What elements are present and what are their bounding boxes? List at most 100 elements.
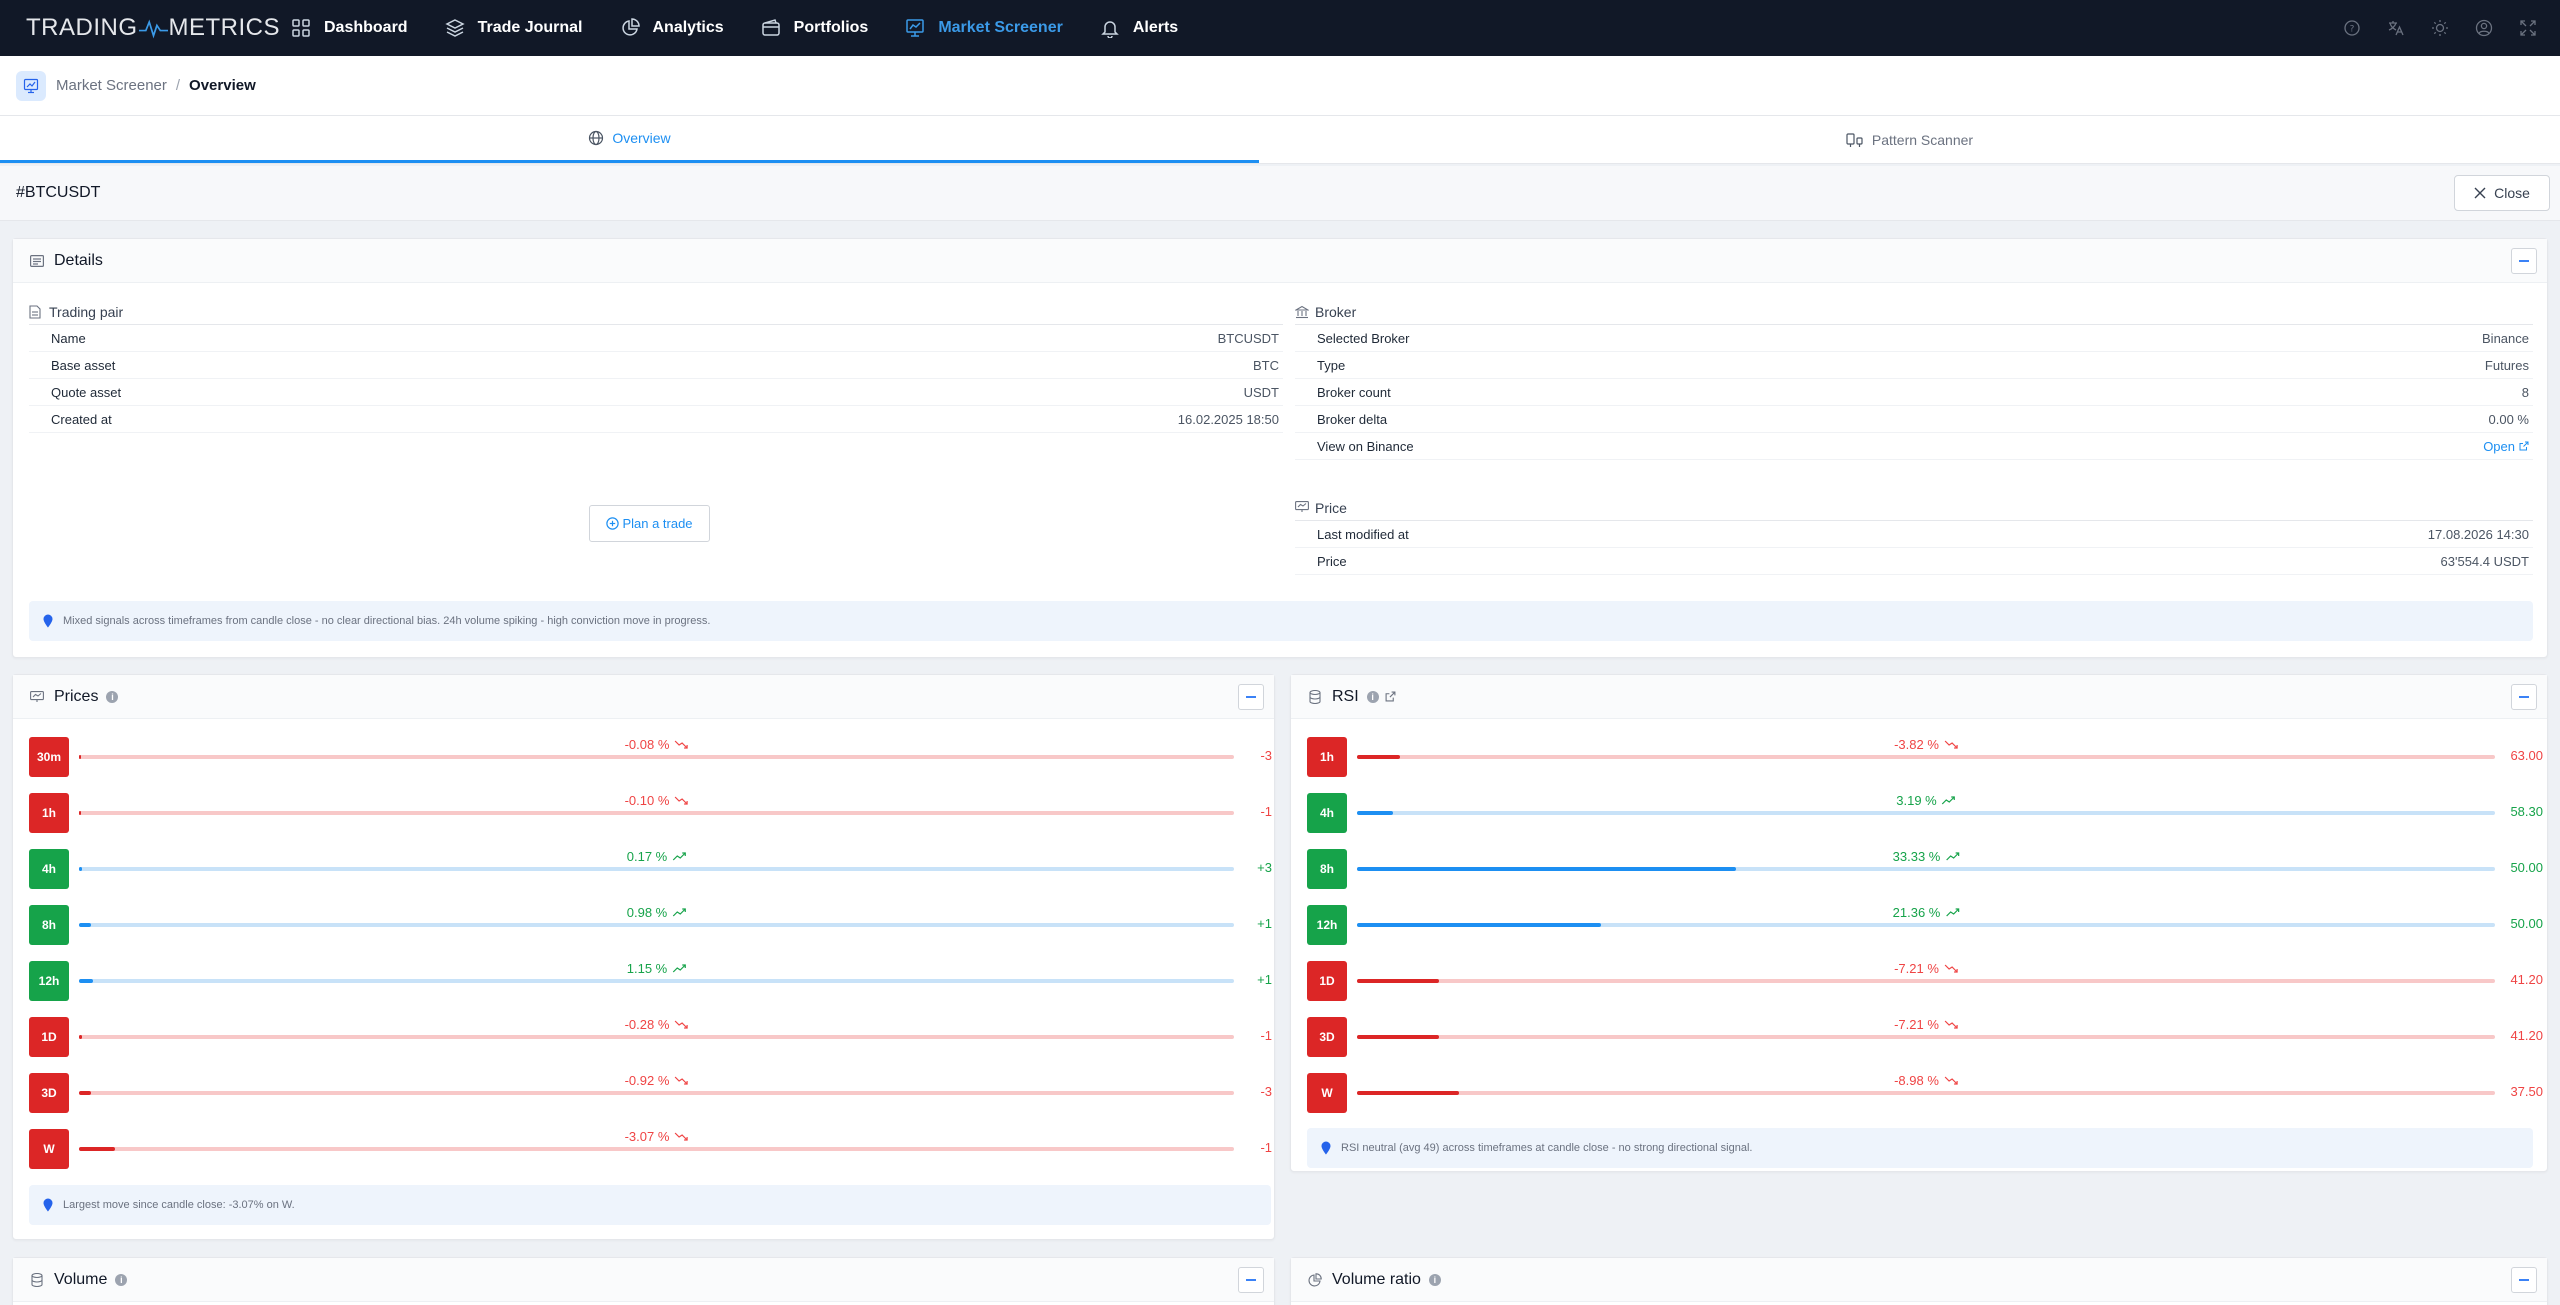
collapse-rsi-button[interactable] (2511, 684, 2537, 710)
tab-pattern-scanner[interactable]: Pattern Scanner (1259, 116, 2560, 163)
price-change-row: 8h 0.98 % +1 (29, 905, 1272, 945)
kv-key: Quote asset (51, 384, 122, 400)
rsi-rows: 1h -3.82 % 63.00 4h 3.19 % 58.30 8h 33.33 % 50.0… (1307, 737, 2543, 1157)
nav-label: Alerts (1132, 19, 1179, 36)
translate-icon[interactable] (2386, 18, 2406, 38)
close-button[interactable]: Close (2454, 175, 2550, 211)
minus-icon (2519, 696, 2529, 698)
collapse-volume-ratio-button[interactable] (2511, 1267, 2537, 1293)
minus-icon (1246, 1279, 1256, 1281)
nav-label: Analytics (652, 19, 724, 36)
row-value: 58.30 (2510, 804, 2543, 819)
row-value: -1 (1260, 1140, 1272, 1155)
nav-dashboard[interactable]: Dashboard (290, 0, 408, 56)
timeframe-badge: 8h (29, 905, 69, 945)
trend-down-icon (674, 1131, 689, 1142)
prices-hint: Largest move since candle close: -3.07% … (29, 1185, 1271, 1225)
prices-hint-text: Largest move since candle close: -3.07% … (63, 1199, 295, 1211)
rsi-row: 8h 33.33 % 50.00 (1307, 849, 2543, 889)
change-percent-text: 3.19 % (1896, 793, 1937, 808)
change-bar-track (79, 755, 1234, 759)
change-bar-track (79, 1035, 1234, 1039)
broker-title: Broker (1315, 303, 1357, 320)
kv-value: 17.08.2026 14:30 (2427, 526, 2529, 542)
open-binance-link[interactable]: Open (2483, 439, 2529, 454)
trend-down-icon (674, 1075, 689, 1086)
nav-analytics[interactable]: Analytics (619, 0, 724, 56)
change-percent: -8.98 % (1894, 1073, 1958, 1088)
kv-row-selected-broker: Selected Broker Binance (1295, 325, 2533, 352)
top-navigation-bar: TRADING METRICS Dashboard Trade Journal … (0, 0, 2560, 56)
account-icon[interactable] (2474, 18, 2494, 38)
collapse-prices-button[interactable] (1238, 684, 1264, 710)
breadcrumb-current: Overview (189, 77, 256, 94)
change-percent: 1.15 % (627, 961, 686, 976)
volume-ratio-card: Volume ratio i (1290, 1257, 2548, 1305)
collapse-volume-button[interactable] (1238, 1267, 1264, 1293)
change-bar-fill (1357, 1091, 1460, 1095)
nav-trade-journal[interactable]: Trade Journal (444, 0, 583, 56)
volume-ratio-header: Volume ratio i (1291, 1258, 2547, 1302)
change-bar-track (1357, 1035, 2495, 1039)
theme-sun-icon[interactable] (2430, 18, 2450, 38)
change-percent: 0.17 % (627, 849, 686, 864)
topbar-actions: ? (2318, 0, 2538, 56)
price-heading: Price (1295, 495, 2533, 521)
nav-label: Portfolios (793, 19, 869, 36)
external-link-icon[interactable] (1385, 691, 1396, 702)
app-logo[interactable]: TRADING METRICS (26, 14, 280, 42)
pie-chart-icon (619, 17, 641, 39)
tab-overview[interactable]: Overview (0, 116, 1259, 163)
nav-portfolios[interactable]: Portfolios (760, 0, 869, 56)
list-details-icon (29, 253, 45, 269)
row-value: +1 (1257, 972, 1272, 987)
fullscreen-icon[interactable] (2518, 18, 2538, 38)
plus-circle-icon (606, 517, 620, 530)
rsi-row: 1D -7.21 % 41.20 (1307, 961, 2543, 1001)
change-bar-track (79, 867, 1234, 871)
change-percent-text: -3.07 % (624, 1129, 670, 1144)
external-link-icon (2519, 441, 2529, 451)
kv-row-name: Name BTCUSDT (29, 325, 1283, 352)
prices-rows: 30m -0.08 % -3 1h -0.10 % -1 4h 0.17 % +3 8h 0.98 … (29, 737, 1272, 1217)
trend-up-icon (1945, 907, 1959, 918)
change-bar-track (1357, 1091, 2495, 1095)
info-icon[interactable]: i (1428, 1273, 1441, 1286)
timeframe-badge: 12h (1307, 905, 1347, 945)
kv-value: 0.00 % (2488, 411, 2529, 427)
document-icon (29, 304, 43, 319)
kv-key: Selected Broker (1317, 330, 1410, 346)
nav-market-screener[interactable]: Market Screener (904, 0, 1063, 56)
kv-row-broker-delta: Broker delta 0.00 % (1295, 406, 2533, 433)
trading-pair-title: Trading pair (49, 303, 124, 320)
details-hint: Mixed signals across timeframes from can… (29, 601, 2533, 641)
change-bar-fill (1357, 811, 1394, 815)
info-icon[interactable]: i (106, 690, 119, 703)
details-hint-text: Mixed signals across timeframes from can… (63, 615, 711, 627)
nav-alerts[interactable]: Alerts (1099, 0, 1178, 56)
plan-a-trade-button[interactable]: Plan a trade (589, 505, 710, 542)
info-icon[interactable]: i (1366, 690, 1379, 703)
row-value: 50.00 (2510, 860, 2543, 875)
breadcrumb-separator: / (175, 77, 181, 94)
change-percent-text: -0.28 % (624, 1017, 670, 1032)
breadcrumb-link-market-screener[interactable]: Market Screener (56, 77, 167, 94)
trend-up-icon (672, 963, 686, 974)
info-icon[interactable]: i (115, 1273, 128, 1286)
kv-key: Broker delta (1317, 411, 1388, 427)
volume-card: Volume i (12, 1257, 1275, 1305)
change-percent-text: -0.92 % (624, 1073, 670, 1088)
bank-icon (1295, 305, 1309, 319)
row-value: -3 (1260, 1084, 1272, 1099)
help-icon[interactable]: ? (2342, 18, 2362, 38)
rsi-title: RSI (1332, 687, 1359, 705)
trading-pair-section: Trading pair Name BTCUSDT Base asset BTC Q… (29, 299, 1283, 433)
nav-label: Trade Journal (477, 19, 583, 36)
logo-pulse-icon (138, 19, 168, 39)
collapse-details-button[interactable] (2511, 248, 2537, 274)
change-percent-text: -7.21 % (1894, 961, 1939, 976)
change-percent: 0.98 % (627, 905, 686, 920)
rsi-row: 12h 21.36 % 50.00 (1307, 905, 2543, 945)
wallet-icon (760, 17, 782, 39)
row-value: -1 (1260, 804, 1272, 819)
